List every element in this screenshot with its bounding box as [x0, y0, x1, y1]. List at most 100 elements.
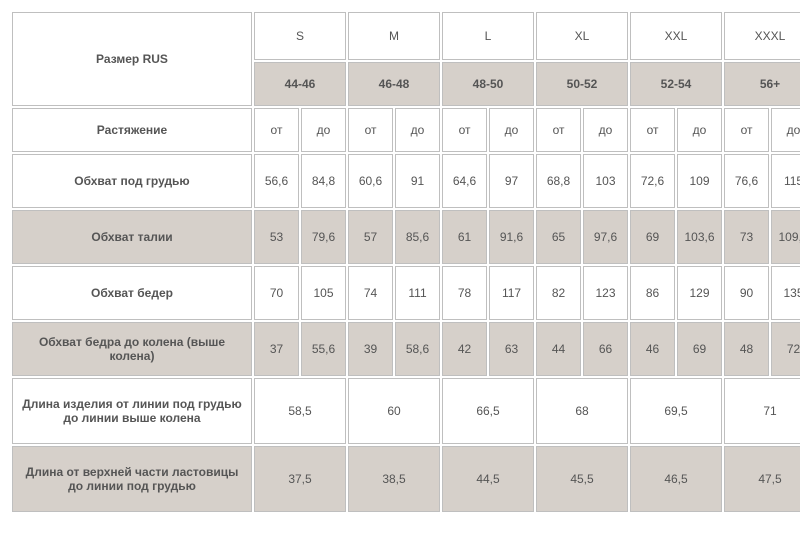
cell: 90 [724, 266, 769, 320]
cell: 53 [254, 210, 299, 264]
cell: 66 [583, 322, 628, 376]
stretch-label: Растяжение [12, 108, 252, 152]
from: от [630, 108, 675, 152]
row-label: Длина изделия от линии под грудью до лин… [12, 378, 252, 444]
cell: 103 [583, 154, 628, 208]
cell: 60 [348, 378, 440, 444]
to: до [301, 108, 346, 152]
cell: 70 [254, 266, 299, 320]
cell: 103,6 [677, 210, 722, 264]
cell: 97 [489, 154, 534, 208]
cell: 109 [677, 154, 722, 208]
cell: 46 [630, 322, 675, 376]
table-row: Длина от верхней части ластовицы до лини… [12, 446, 800, 512]
cell: 64,6 [442, 154, 487, 208]
cell: 69 [630, 210, 675, 264]
stretch-row: Растяжение отдо отдо отдо отдо отдо отдо [12, 108, 800, 152]
cell: 97,6 [583, 210, 628, 264]
cell: 46,5 [630, 446, 722, 512]
cell: 78 [442, 266, 487, 320]
rus-size-label: Размер RUS [12, 12, 252, 106]
cell: 109,6 [771, 210, 800, 264]
cell: 91 [395, 154, 440, 208]
from: от [442, 108, 487, 152]
cell: 37,5 [254, 446, 346, 512]
range-2: 48-50 [442, 62, 534, 106]
to: до [677, 108, 722, 152]
from: от [724, 108, 769, 152]
cell: 76,6 [724, 154, 769, 208]
table-row: Обхват бедра до колена (выше колена)3755… [12, 322, 800, 376]
cell: 115 [771, 154, 800, 208]
header-sizes-row: Размер RUS S M L XL XXL XXXL [12, 12, 800, 60]
size-m: M [348, 12, 440, 60]
cell: 38,5 [348, 446, 440, 512]
size-xxxl: XXXL [724, 12, 800, 60]
cell: 69,5 [630, 378, 722, 444]
cell: 58,6 [395, 322, 440, 376]
row-label: Обхват талии [12, 210, 252, 264]
cell: 63 [489, 322, 534, 376]
to: до [489, 108, 534, 152]
cell: 85,6 [395, 210, 440, 264]
row-label: Обхват бедер [12, 266, 252, 320]
to: до [583, 108, 628, 152]
cell: 37 [254, 322, 299, 376]
range-0: 44-46 [254, 62, 346, 106]
cell: 111 [395, 266, 440, 320]
cell: 68 [536, 378, 628, 444]
cell: 82 [536, 266, 581, 320]
cell: 66,5 [442, 378, 534, 444]
cell: 123 [583, 266, 628, 320]
cell: 47,5 [724, 446, 800, 512]
row-label: Обхват бедра до колена (выше колена) [12, 322, 252, 376]
range-5: 56+ [724, 62, 800, 106]
to: до [395, 108, 440, 152]
from: от [536, 108, 581, 152]
cell: 117 [489, 266, 534, 320]
cell: 68,8 [536, 154, 581, 208]
range-3: 50-52 [536, 62, 628, 106]
cell: 48 [724, 322, 769, 376]
cell: 72 [771, 322, 800, 376]
row-label: Длина от верхней части ластовицы до лини… [12, 446, 252, 512]
table-row: Обхват талии5379,65785,66191,66597,66910… [12, 210, 800, 264]
size-s: S [254, 12, 346, 60]
row-label: Обхват под грудью [12, 154, 252, 208]
table-row: Обхват бедер7010574111781178212386129901… [12, 266, 800, 320]
cell: 72,6 [630, 154, 675, 208]
table-row: Обхват под грудью56,684,860,69164,69768,… [12, 154, 800, 208]
cell: 60,6 [348, 154, 393, 208]
cell: 84,8 [301, 154, 346, 208]
cell: 73 [724, 210, 769, 264]
size-xxl: XXL [630, 12, 722, 60]
table-row: Длина изделия от линии под грудью до лин… [12, 378, 800, 444]
cell: 56,6 [254, 154, 299, 208]
cell: 42 [442, 322, 487, 376]
size-l: L [442, 12, 534, 60]
size-xl: XL [536, 12, 628, 60]
cell: 55,6 [301, 322, 346, 376]
cell: 71 [724, 378, 800, 444]
from: от [348, 108, 393, 152]
cell: 91,6 [489, 210, 534, 264]
range-4: 52-54 [630, 62, 722, 106]
cell: 44,5 [442, 446, 534, 512]
from: от [254, 108, 299, 152]
cell: 135 [771, 266, 800, 320]
cell: 129 [677, 266, 722, 320]
cell: 79,6 [301, 210, 346, 264]
cell: 39 [348, 322, 393, 376]
cell: 61 [442, 210, 487, 264]
cell: 58,5 [254, 378, 346, 444]
size-chart-table: Размер RUS S M L XL XXL XXXL 44-46 46-48… [10, 10, 800, 514]
to: до [771, 108, 800, 152]
cell: 57 [348, 210, 393, 264]
cell: 105 [301, 266, 346, 320]
cell: 86 [630, 266, 675, 320]
cell: 74 [348, 266, 393, 320]
range-1: 46-48 [348, 62, 440, 106]
cell: 44 [536, 322, 581, 376]
cell: 45,5 [536, 446, 628, 512]
cell: 69 [677, 322, 722, 376]
